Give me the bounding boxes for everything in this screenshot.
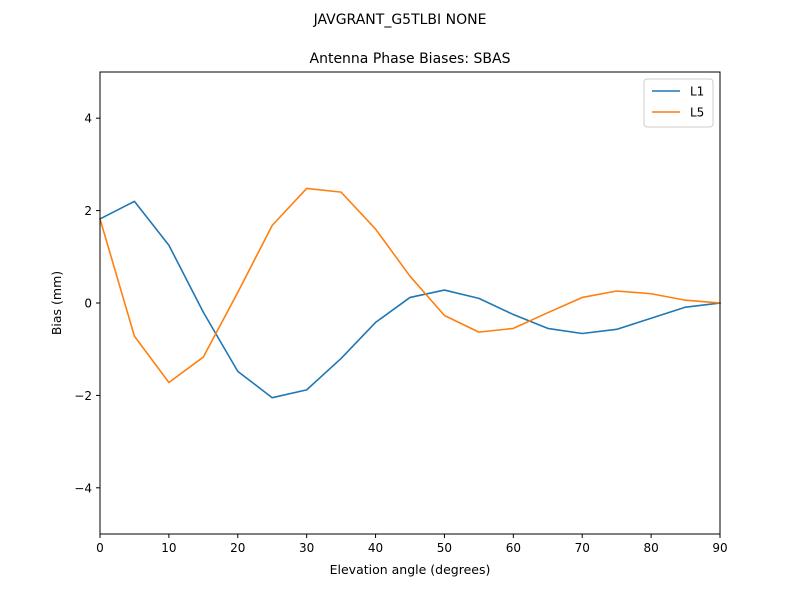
x-tick-label: 90 [712, 541, 727, 555]
x-tick-label: 50 [437, 541, 452, 555]
y-tick-label: −2 [74, 389, 92, 403]
x-tick-label: 40 [368, 541, 383, 555]
x-tick-label: 10 [161, 541, 176, 555]
x-tick-label: 60 [506, 541, 521, 555]
figure-suptitle: JAVGRANT_G5TLBI NONE [313, 12, 487, 28]
series-line-l5 [99, 187, 721, 384]
y-axis-label: Bias (mm) [49, 271, 64, 335]
series-line-l1 [98, 200, 721, 399]
y-tick-label: −4 [74, 481, 92, 495]
legend-label-l1: L1 [690, 85, 704, 99]
x-tick-label: 30 [299, 541, 314, 555]
series-layer [98, 187, 721, 399]
x-axis-label: Elevation angle (degrees) [330, 562, 491, 577]
x-axis-ticks: 0 10 20 30 40 50 60 70 80 90 [96, 534, 728, 555]
chart-title: Antenna Phase Biases: SBAS [310, 51, 511, 67]
legend-label-l5: L5 [690, 106, 704, 120]
y-tick-label: 0 [84, 297, 92, 311]
y-tick-label: 4 [84, 112, 92, 126]
x-tick-label: 80 [643, 541, 658, 555]
y-axis-ticks: −4 −2 0 2 4 [74, 112, 100, 495]
y-tick-label: 2 [84, 204, 92, 218]
x-tick-label: 20 [230, 541, 245, 555]
x-tick-label: 0 [96, 541, 104, 555]
x-tick-label: 70 [575, 541, 590, 555]
legend: L1 L5 [643, 78, 714, 128]
